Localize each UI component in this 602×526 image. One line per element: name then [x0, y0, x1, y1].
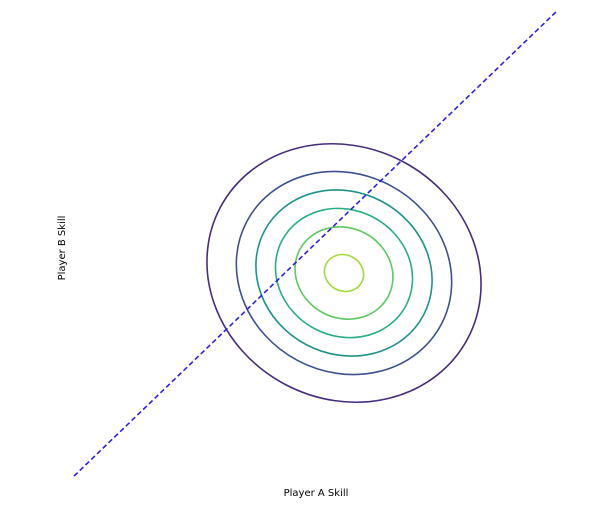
contour-level-1 — [323, 253, 365, 293]
contour-level-2 — [294, 226, 394, 320]
contour-level-3 — [274, 207, 414, 339]
contour-level-6 — [206, 142, 482, 404]
diagonal-dashed-line — [73, 9, 559, 477]
contour-level-4 — [255, 189, 433, 357]
contour-level-5 — [235, 170, 453, 376]
y-axis-label: Player B Skill — [57, 216, 68, 281]
contour-group — [206, 142, 482, 404]
x-axis-label: Player A Skill — [284, 488, 349, 499]
